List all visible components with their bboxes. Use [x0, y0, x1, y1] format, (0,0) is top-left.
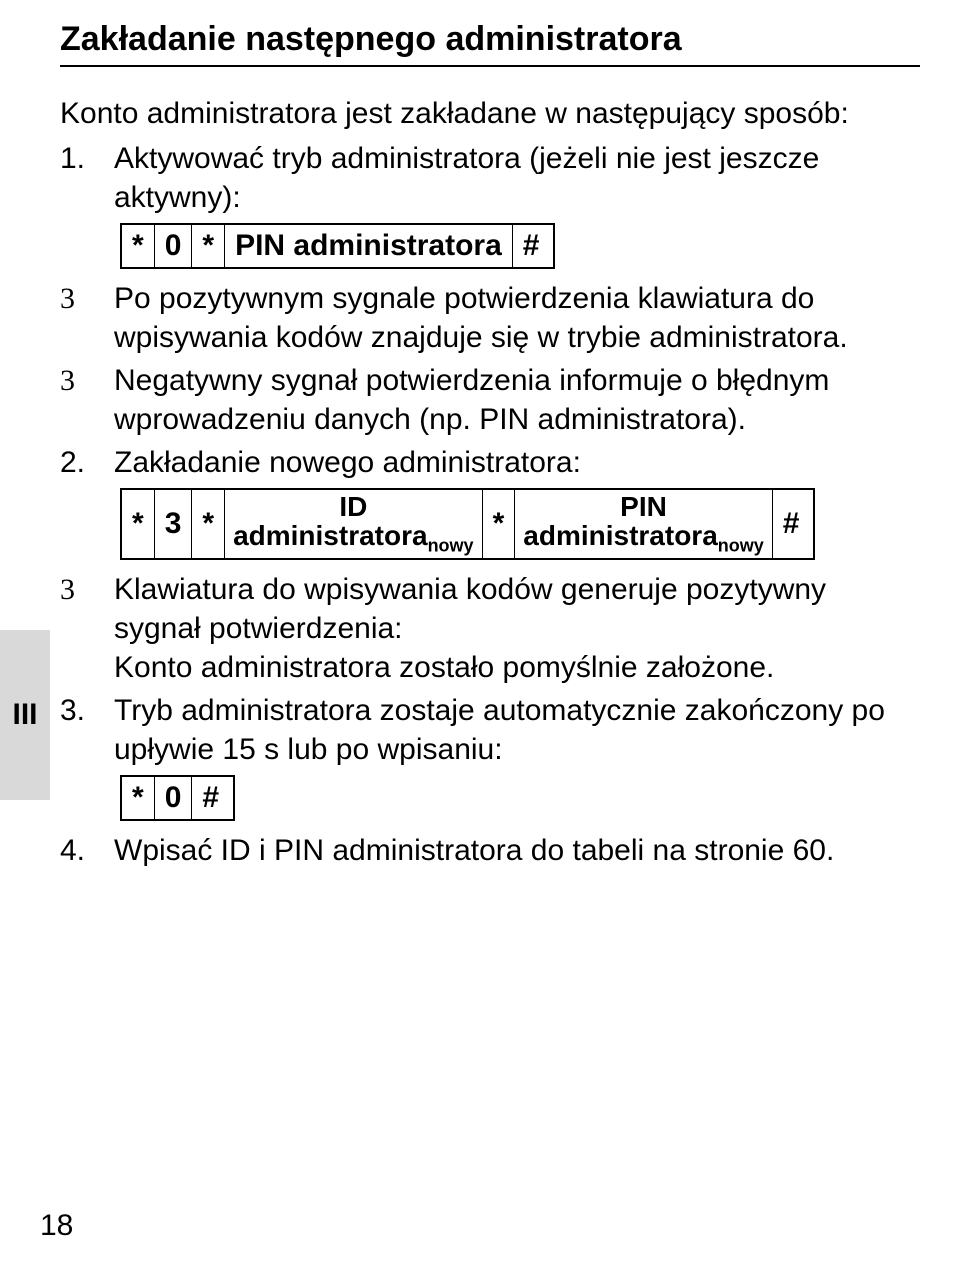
- note-step2: 3 Klawiatura do wpisywania kodów generuj…: [60, 570, 920, 687]
- id-line2: administratoranowy: [233, 521, 474, 555]
- note-text: Klawiatura do wpisywania kodów generuje …: [114, 570, 920, 687]
- step-number: 3.: [60, 691, 102, 730]
- key-star: *: [122, 225, 154, 267]
- code-activate-admin: * 0 * PIN administratora #: [120, 223, 555, 269]
- step-3: 3. Tryb administratora zostaje automatyc…: [60, 691, 920, 769]
- key-star: *: [191, 225, 224, 267]
- key-0: 0: [154, 225, 192, 267]
- step-4: 4. Wpisać ID i PIN administratora do tab…: [60, 831, 920, 870]
- code-exit-admin: * 0 #: [120, 775, 235, 821]
- step-number: 2.: [60, 443, 102, 482]
- bullet-marker: 3: [60, 279, 102, 318]
- intro-text: Konto administratora jest zakładane w na…: [60, 97, 920, 131]
- bullet-marker: 3: [60, 570, 102, 609]
- key-hash: #: [772, 490, 814, 558]
- note-positive: 3 Po pozytywnym sygnale potwierdzenia kl…: [60, 279, 920, 357]
- key-pin-admin-new: PIN administratoranowy: [514, 490, 772, 558]
- step-text: Wpisać ID i PIN administratora do tabeli…: [114, 831, 920, 870]
- step-text: Zakładanie nowego administratora:: [114, 443, 920, 482]
- key-0: 0: [154, 777, 192, 819]
- key-star: *: [122, 490, 154, 558]
- key-hash: #: [191, 777, 233, 819]
- pin-line2: administratoranowy: [523, 521, 764, 555]
- step-number: 4.: [60, 831, 102, 870]
- key-star: *: [482, 490, 515, 558]
- key-3: 3: [154, 490, 192, 558]
- id-line1: ID: [339, 492, 367, 521]
- step-2: 2. Zakładanie nowego administratora:: [60, 443, 920, 482]
- key-id-admin-new: ID administratoranowy: [224, 490, 482, 558]
- key-hash: #: [512, 225, 554, 267]
- key-pin-admin: PIN administratora: [224, 225, 512, 267]
- page: III Zakładanie następnego administratora…: [0, 0, 960, 1267]
- step-text: Tryb administratora zostaje automatyczni…: [114, 691, 920, 769]
- step-number: 1.: [60, 139, 102, 178]
- page-number: 18: [40, 1209, 73, 1243]
- note-text: Po pozytywnym sygnale potwierdzenia klaw…: [114, 279, 920, 357]
- section-title: Zakładanie następnego administratora: [60, 20, 920, 67]
- code-create-admin: * 3 * ID administratoranowy * PIN admini…: [120, 488, 815, 560]
- key-star: *: [122, 777, 154, 819]
- side-tab: III: [0, 630, 50, 800]
- key-star: *: [191, 490, 224, 558]
- step-1: 1. Aktywować tryb administratora (jeżeli…: [60, 139, 920, 217]
- note-text: Negatywny sygnał potwierdzenia informuje…: [114, 361, 920, 439]
- bullet-marker: 3: [60, 361, 102, 400]
- note-negative: 3 Negatywny sygnał potwierdzenia informu…: [60, 361, 920, 439]
- steps-list: 1. Aktywować tryb administratora (jeżeli…: [60, 139, 920, 217]
- step-text: Aktywować tryb administratora (jeżeli ni…: [114, 139, 920, 217]
- pin-line1: PIN: [620, 492, 667, 521]
